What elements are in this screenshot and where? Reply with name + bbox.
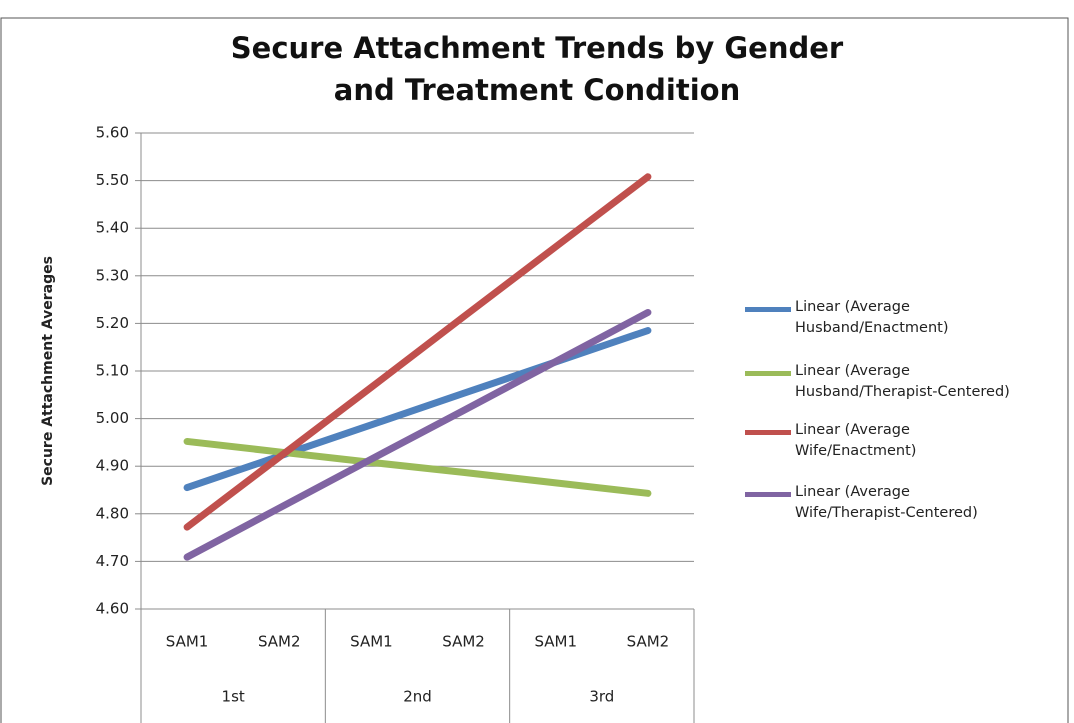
x-tick-label: SAM2 [442,633,485,651]
y-tick-label: 4.70 [96,552,129,570]
y-tick-label: 5.20 [96,314,129,332]
legend-swatch [745,492,791,497]
y-tick-label: 4.80 [96,504,129,522]
x-group-label: 3rd [589,688,614,706]
legend-label: Linear (Average Husband/Therapist-Center… [795,363,1010,400]
chart-border [0,17,1069,723]
legend-label: Linear (Average Husband/Enactment) [795,299,949,336]
x-tick-label: SAM1 [350,633,393,651]
x-tick-label: SAM1 [534,633,577,651]
y-tick-label: 5.00 [96,409,129,427]
trend-line [183,437,652,497]
y-tick-label: 5.60 [96,124,129,142]
y-axis-label: Secure Attachment Averages [40,256,56,486]
trend-line [183,173,652,531]
legend-label: Linear (Average Wife/Therapist-Centered) [795,484,978,521]
y-tick-label: 5.40 [96,219,129,237]
legend-label: Linear (Average Wife/Enactment) [795,422,917,459]
x-tick-label: SAM2 [258,633,301,651]
x-tick-label: SAM2 [627,633,670,651]
trend-line [183,308,652,561]
legend-swatch [745,307,791,312]
y-tick-label: 5.10 [96,362,129,380]
x-tick-label: SAM1 [166,633,209,651]
y-tick-label: 5.50 [96,171,129,189]
legend-swatch [745,430,791,435]
x-group-label: 2nd [403,688,432,706]
y-tick-label: 4.90 [96,457,129,475]
legend-swatch [745,371,791,376]
y-tick-label: 4.60 [96,600,129,618]
x-group-label: 1st [222,688,245,706]
chart-title: Secure Attachment Trends by Gender and T… [230,31,844,107]
y-tick-label: 5.30 [96,266,129,284]
